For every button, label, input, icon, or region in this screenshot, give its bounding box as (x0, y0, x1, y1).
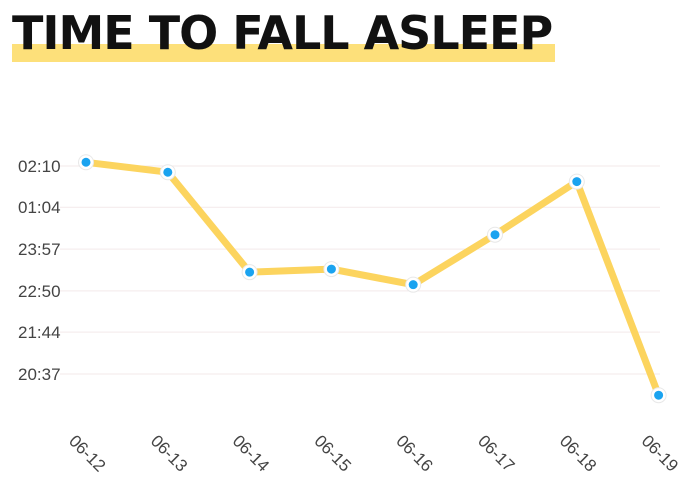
y-tick-label: 20:37 (18, 365, 61, 384)
data-point (408, 280, 418, 290)
x-tick-label: 06-17 (474, 431, 518, 475)
data-point (81, 157, 91, 167)
x-tick-label: 06-14 (229, 431, 273, 475)
data-points (78, 154, 667, 404)
x-tick-label: 06-16 (392, 431, 436, 475)
data-point (245, 267, 255, 277)
grid-lines (60, 165, 660, 375)
data-point (490, 230, 500, 240)
series-line (82, 158, 663, 399)
x-axis-ticks: 06-12 06-13 06-14 06-15 06-16 06-17 06-18 06-19 (65, 431, 682, 475)
data-point (163, 167, 173, 177)
title-highlight-bar (12, 44, 555, 62)
x-tick-label: 06-15 (311, 431, 355, 475)
y-tick-label: 01:04 (18, 198, 61, 217)
x-tick-label: 06-19 (638, 431, 682, 475)
page-title: TIME TO FALL ASLEEP (12, 6, 553, 60)
data-point (326, 264, 336, 274)
y-axis-ticks: 02:10 01:04 23:57 22:50 21:44 20:37 (18, 157, 61, 384)
y-tick-label: 22:50 (18, 282, 61, 301)
data-point (654, 390, 664, 400)
x-tick-label: 06-13 (147, 431, 191, 475)
data-point (572, 177, 582, 187)
y-tick-label: 23:57 (18, 240, 61, 259)
y-tick-label: 02:10 (18, 157, 61, 176)
y-tick-label: 21:44 (18, 323, 61, 342)
x-tick-label: 06-18 (556, 431, 600, 475)
title-block: TIME TO FALL ASLEEP (12, 6, 555, 62)
x-tick-label: 06-12 (65, 431, 109, 475)
